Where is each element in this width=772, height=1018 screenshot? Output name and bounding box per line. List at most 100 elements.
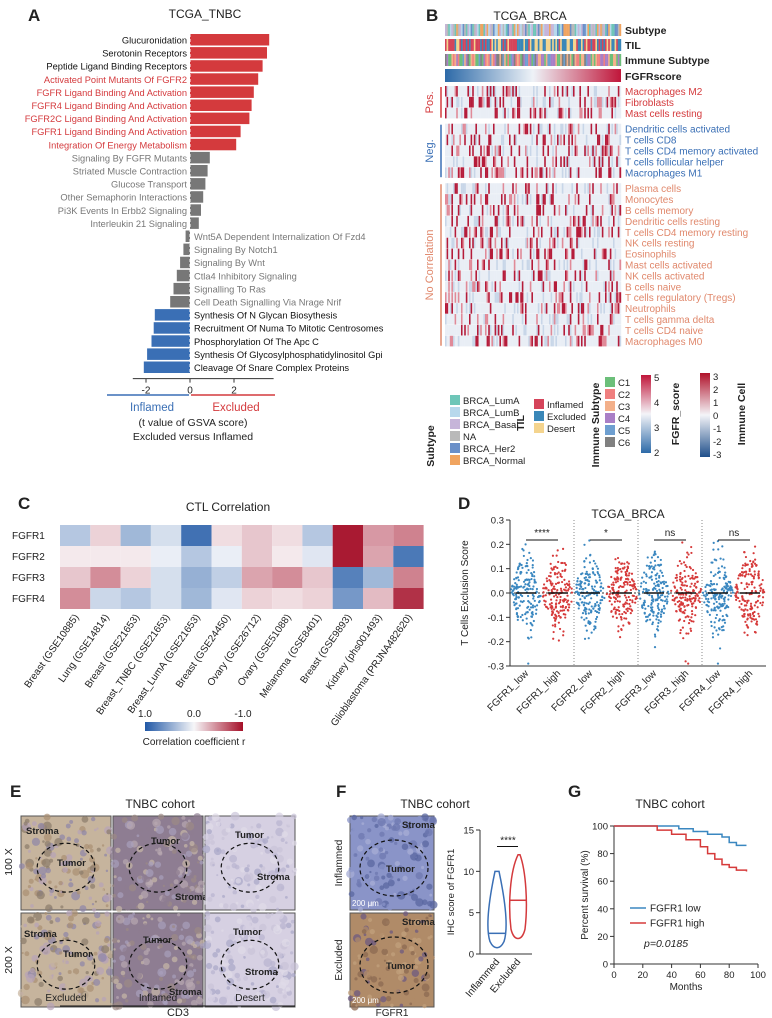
heat-cell [517, 237, 519, 249]
heat-cell [451, 303, 454, 314]
data-point [552, 587, 555, 590]
data-point [717, 633, 720, 636]
heat-cell [597, 183, 599, 194]
annotation-cell [533, 39, 535, 51]
data-point [548, 579, 551, 582]
tissue-texture [276, 907, 279, 911]
data-point [568, 583, 571, 586]
annotation-cell [517, 54, 519, 66]
annotation-cell [617, 24, 620, 36]
heat-cell [461, 96, 463, 108]
heat-cell [536, 183, 538, 194]
heat-cell [467, 292, 470, 303]
heat-cell [499, 281, 502, 292]
heat-cell [454, 156, 457, 167]
data-point [650, 606, 653, 609]
heat-cell [505, 107, 508, 119]
heat-cell [462, 167, 465, 178]
heat-cell [475, 205, 478, 216]
heat-cell [598, 226, 601, 238]
data-point [757, 573, 760, 577]
data-point [745, 583, 748, 586]
heat-cell [606, 167, 609, 178]
data-point [538, 594, 541, 598]
tissue-texture [49, 892, 53, 897]
heat-cell [520, 335, 522, 347]
data-point [685, 632, 688, 635]
heat-cell [611, 194, 614, 205]
heat-cell [617, 270, 620, 281]
heat-cell [569, 167, 572, 178]
heat-cell [525, 259, 527, 271]
heat-cell [475, 314, 478, 325]
heat-cell [545, 259, 548, 271]
heat-cell [569, 303, 572, 314]
annotation-cell [609, 39, 612, 51]
group-label: Neg. [424, 139, 436, 162]
data-point [651, 588, 655, 591]
tissue-texture [276, 819, 283, 827]
heat-cell [541, 314, 543, 325]
heat-cell [501, 281, 503, 292]
data-point [653, 568, 656, 571]
data-point [521, 566, 524, 569]
heat-cell [477, 259, 479, 271]
data-point [721, 545, 724, 548]
data-point [550, 607, 553, 610]
heat-cell [445, 259, 447, 271]
data-point [611, 615, 615, 618]
data-point [514, 602, 517, 605]
heat-cell [501, 123, 503, 135]
heat-cell [582, 194, 585, 205]
heat-cell [464, 167, 466, 178]
data-point [627, 595, 630, 599]
data-point [594, 590, 597, 593]
heat-cell [589, 194, 591, 205]
heat-cell [449, 226, 452, 238]
heat-cell [485, 134, 487, 146]
heat-cell [608, 259, 610, 271]
tissue-texture [53, 895, 57, 899]
heat-cell [454, 183, 457, 194]
data-point [532, 597, 535, 600]
colorbar-tick: 1.0 [138, 709, 152, 720]
heat-cell [523, 281, 526, 292]
annotation-cell [561, 39, 564, 51]
data-point [746, 617, 749, 620]
heat-cell [515, 183, 518, 194]
heat-cell [605, 194, 607, 205]
heat-cell [518, 123, 521, 135]
heat-cell [465, 156, 468, 167]
heat-cell [272, 546, 303, 567]
heat-cell [448, 167, 450, 178]
heat-cell [469, 292, 471, 303]
tissue-texture [243, 823, 247, 827]
heat-cell [469, 270, 471, 281]
heat-cell [605, 303, 607, 314]
heat-cell [598, 96, 601, 108]
legend-swatch [534, 399, 544, 409]
heat-cell [502, 183, 505, 194]
heat-cell [445, 194, 447, 205]
heat-cell [536, 205, 538, 216]
heat-cell [606, 145, 609, 157]
heat-cell [512, 226, 514, 238]
data-point [554, 565, 557, 568]
heat-cell [464, 96, 466, 108]
annotation-cell [619, 39, 622, 51]
data-point [615, 616, 618, 619]
heat-cell [521, 215, 524, 227]
heat-cell [617, 145, 620, 157]
heat-cell [528, 270, 530, 281]
heat-cell [453, 194, 455, 205]
heat-cell [609, 107, 612, 119]
heat-cell [577, 292, 580, 303]
heat-cell [496, 167, 498, 178]
data-point [725, 605, 728, 608]
heat-cell [534, 324, 537, 336]
heat-cell [518, 314, 521, 325]
heat-cell [613, 167, 615, 178]
data-point [727, 598, 730, 601]
heat-cell [451, 167, 454, 178]
heat-cell [561, 167, 564, 178]
